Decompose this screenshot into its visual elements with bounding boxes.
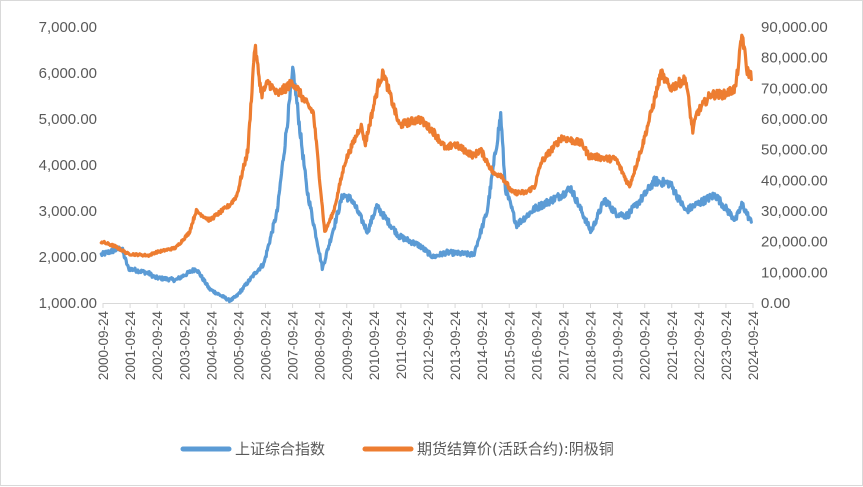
- x-tick-label: 2019-09-24: [611, 311, 626, 381]
- left-y-tick-label: 1,000.00: [39, 295, 97, 312]
- left-y-tick-label: 3,000.00: [39, 203, 97, 220]
- x-tick-label: 2021-09-24: [665, 311, 680, 381]
- x-tick-label: 2015-09-24: [502, 311, 517, 381]
- right-y-tick-label: 0.00: [761, 295, 790, 312]
- x-tick-label: 2004-09-24: [204, 311, 219, 381]
- x-tick-label: 2020-09-24: [638, 311, 653, 381]
- left-y-tick-label: 4,000.00: [39, 157, 97, 174]
- right-y-tick-label: 30,000.00: [761, 203, 828, 220]
- x-tick-label: 2023-09-24: [719, 311, 734, 381]
- x-tick-label: 2022-09-24: [692, 311, 707, 381]
- x-tick-label: 2003-09-24: [177, 311, 192, 381]
- right-y-tick-label: 10,000.00: [761, 264, 828, 281]
- series-layer: [99, 33, 753, 304]
- x-tick-label: 2011-09-24: [394, 311, 409, 380]
- x-tick-label: 2000-09-24: [96, 311, 111, 381]
- right-y-tick-label: 20,000.00: [761, 234, 828, 251]
- x-tick-label: 2014-09-24: [475, 311, 490, 381]
- series-line-sse-composite: [99, 65, 753, 304]
- x-tick-label: 2024-09-24: [746, 311, 761, 381]
- x-axis-ticks: 2000-09-24 2001-09-24 2002-09-24 2003-09-24…: [96, 303, 761, 380]
- x-tick-label: 2006-09-24: [259, 311, 274, 381]
- left-y-tick-label: 7,000.00: [39, 19, 97, 36]
- right-y-tick-label: 60,000.00: [761, 111, 828, 128]
- x-tick-label: 2005-09-24: [231, 311, 246, 381]
- legend: 上证综合指数 期货结算价(活跃合约):阴极铜: [180, 440, 614, 458]
- x-tick-label: 2018-09-24: [584, 311, 599, 381]
- x-tick-label: 2012-09-24: [421, 311, 436, 381]
- x-tick-label: 2001-09-24: [123, 311, 138, 381]
- series-line-cathode-copper: [99, 33, 753, 258]
- x-tick-label: 2017-09-24: [556, 311, 571, 381]
- right-y-axis-ticks: 0.00 10,000.00 20,000.00 30,000.00 40,000.00…: [761, 19, 828, 312]
- x-tick-label: 2009-09-24: [340, 311, 355, 381]
- left-y-tick-label: 6,000.00: [39, 65, 97, 82]
- x-tick-label: 2008-09-24: [313, 311, 328, 381]
- legend-label-copper: 期货结算价(活跃合约):阴极铜: [417, 440, 614, 458]
- x-tick-label: 2016-09-24: [529, 311, 544, 381]
- right-y-tick-label: 70,000.00: [761, 80, 828, 97]
- right-y-tick-label: 50,000.00: [761, 142, 828, 159]
- left-y-tick-label: 2,000.00: [39, 249, 97, 266]
- x-tick-label: 2007-09-24: [286, 311, 301, 381]
- x-tick-label: 2010-09-24: [367, 311, 382, 381]
- legend-label-sse: 上证综合指数: [235, 440, 325, 458]
- left-y-tick-label: 5,000.00: [39, 111, 97, 128]
- right-y-tick-label: 90,000.00: [761, 19, 828, 36]
- right-y-tick-label: 40,000.00: [761, 172, 828, 189]
- right-y-tick-label: 80,000.00: [761, 50, 828, 67]
- x-tick-label: 2013-09-24: [448, 311, 463, 381]
- left-y-axis-ticks: 1,000.00 2,000.00 3,000.00 4,000.00 5,000.00…: [39, 19, 97, 312]
- x-tick-label: 2002-09-24: [150, 311, 165, 381]
